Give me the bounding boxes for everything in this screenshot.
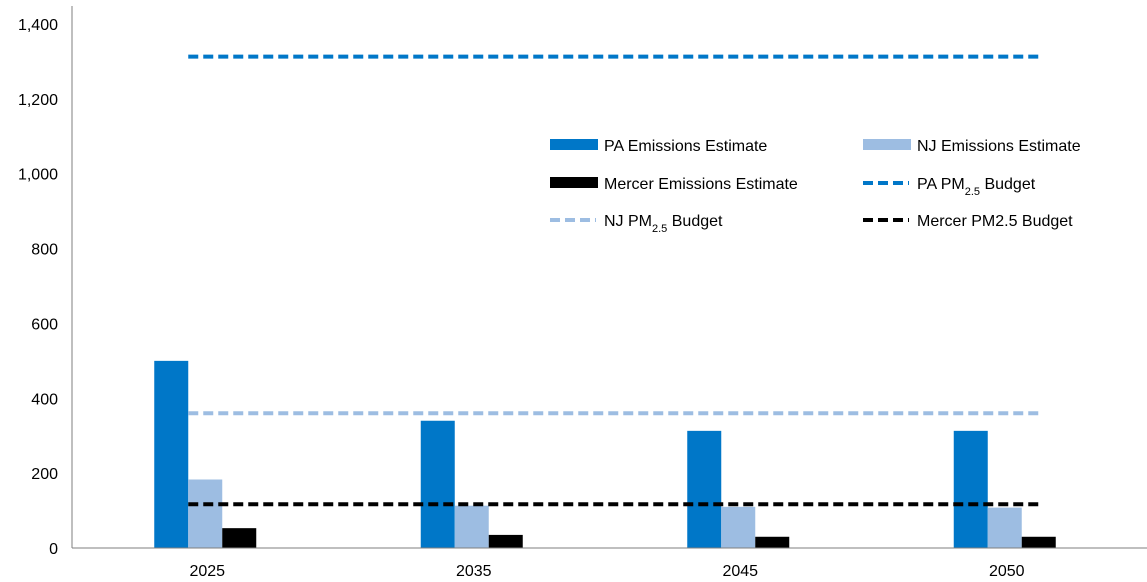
y-tick-label: 1,200 (18, 92, 58, 109)
y-tick-label: 1,400 (18, 17, 58, 34)
bar-pa-emissions-estimate-2045 (687, 430, 722, 548)
x-tick-label: 2035 (456, 563, 492, 580)
bar-nj-emissions-estimate-2025 (188, 479, 223, 548)
legend-label: Mercer Emissions Estimate (604, 176, 798, 193)
y-tick-label: 0 (49, 541, 58, 558)
y-tick-label: 1,000 (18, 167, 58, 184)
bar-mercer-emissions-estimate-2050 (1021, 536, 1056, 548)
bar-mercer-emissions-estimate-2035 (488, 534, 523, 548)
y-tick-label: 600 (31, 316, 58, 333)
legend-entry-2: Mercer Emissions Estimate (550, 176, 798, 193)
y-tick-label: 800 (31, 242, 58, 259)
legend-label: NJ PM2.5 Budget (604, 213, 723, 235)
bars-layer (154, 360, 1056, 548)
legend-label: NJ Emissions Estimate (917, 138, 1081, 155)
bar-pa-emissions-estimate-2025 (154, 360, 189, 548)
x-tick-label: 2025 (189, 563, 225, 580)
bar-mercer-emissions-estimate-2025 (222, 528, 257, 548)
bar-nj-emissions-estimate-2035 (454, 505, 489, 548)
legend-swatch (550, 177, 598, 188)
axes-layer: 0 200 400 600 800 1,000 1,200 1,400 2025 2035 2045… (18, 6, 1147, 580)
legend-label: PA PM2.5 Budget (917, 176, 1036, 198)
bar-pa-emissions-estimate-2050 (953, 430, 988, 548)
legend-label: PA Emissions Estimate (604, 138, 767, 155)
legend: PA Emissions Estimate NJ Emissions Estima… (550, 138, 1081, 235)
bar-nj-emissions-estimate-2045 (721, 506, 756, 548)
bar-nj-emissions-estimate-2050 (987, 507, 1022, 548)
bar-mercer-emissions-estimate-2045 (755, 536, 790, 548)
bar-pa-emissions-estimate-2035 (420, 420, 455, 548)
legend-swatch (550, 139, 598, 150)
x-tick-label: 2045 (722, 563, 758, 580)
legend-entry-1: NJ Emissions Estimate (863, 138, 1081, 155)
legend-entry-3: PA PM2.5 Budget (863, 176, 1036, 198)
legend-label: Mercer PM2.5 Budget (917, 213, 1073, 230)
budget-lines-layer (188, 54, 1040, 507)
legend-swatch (863, 139, 911, 150)
legend-entry-0: PA Emissions Estimate (550, 138, 767, 155)
x-tick-label: 2050 (989, 563, 1025, 580)
legend-entry-5: Mercer PM2.5 Budget (863, 213, 1073, 230)
y-tick-label: 200 (31, 466, 58, 483)
y-tick-label: 400 (31, 391, 58, 408)
legend-entry-4: NJ PM2.5 Budget (550, 213, 723, 235)
